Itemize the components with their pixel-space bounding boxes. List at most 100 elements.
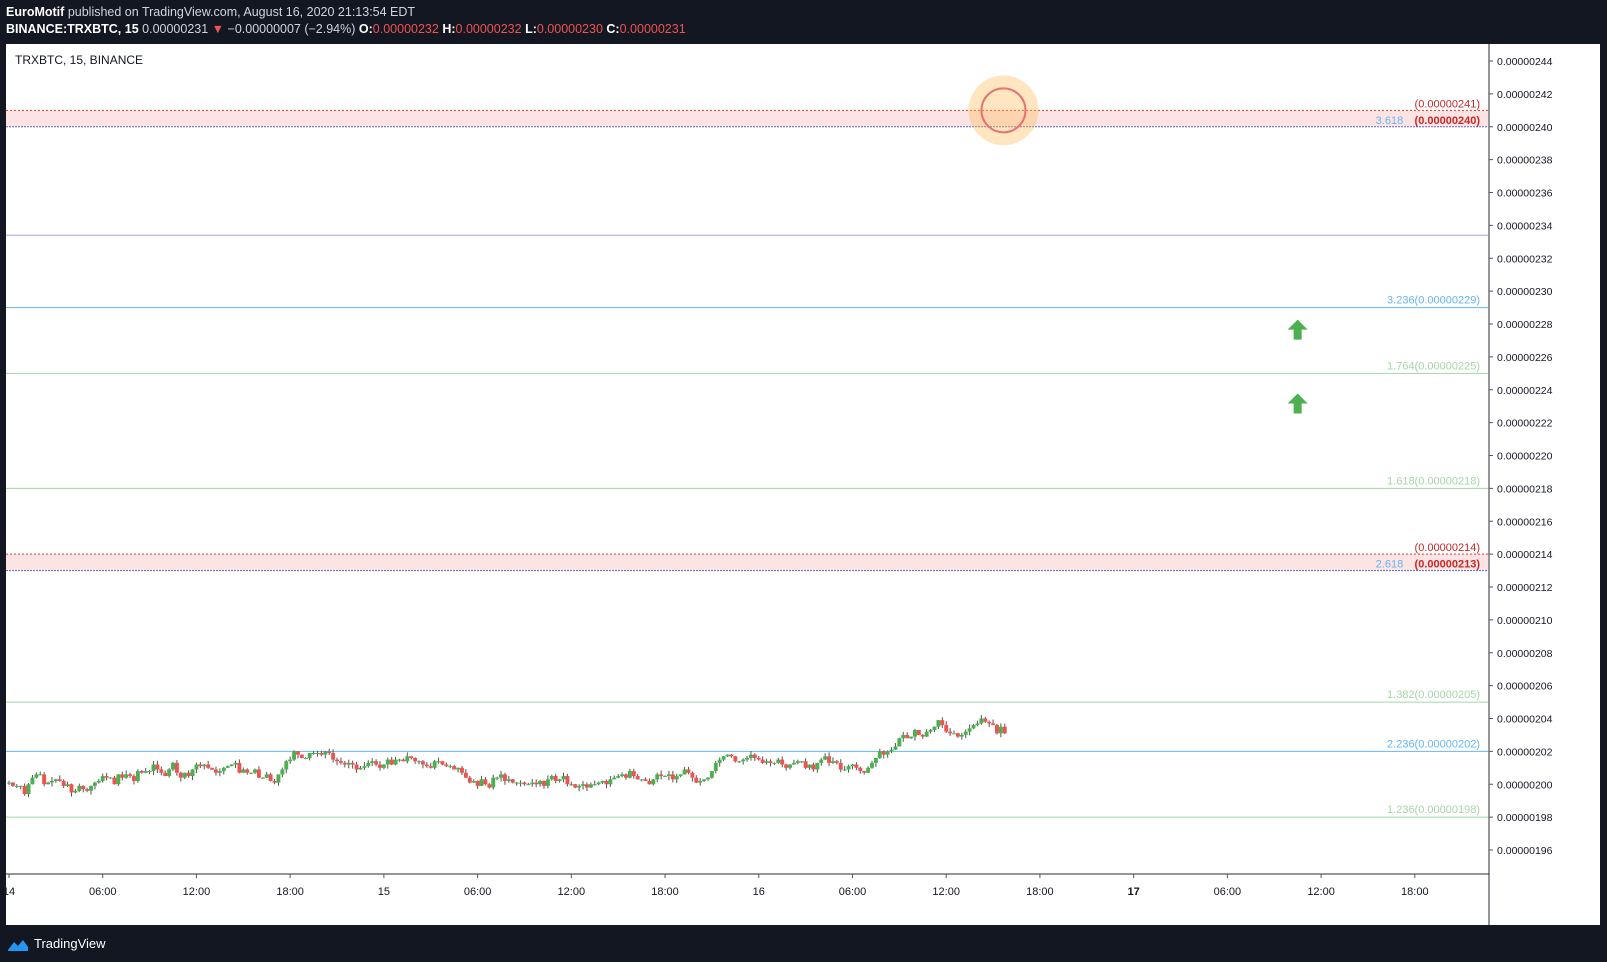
candle-body: [272, 780, 277, 783]
candle-body: [26, 784, 31, 795]
price-tick-label: 0.00000208: [1497, 648, 1553, 660]
candle-body: [682, 769, 687, 775]
candle-body: [362, 766, 367, 768]
candle-body: [952, 733, 956, 735]
candle-body: [592, 784, 597, 786]
candle-body: [374, 761, 379, 765]
candle-body: [866, 767, 871, 773]
candle-body: [46, 782, 50, 785]
zone-top-label-1: (0.00000241): [1415, 98, 1480, 110]
arrow-up-icon: [1287, 319, 1308, 340]
chart-symbol-label: TRXBTC, 15, BINANCE: [15, 53, 144, 67]
time-tick-label: 18:00: [1026, 886, 1054, 898]
price-tick-label: 0.00000214: [1497, 549, 1553, 561]
candle-body: [198, 764, 203, 767]
candle-body: [65, 784, 70, 786]
candle-body: [81, 785, 86, 790]
time-tick-label: 06:00: [839, 886, 867, 898]
candle-body: [893, 746, 898, 750]
candle-body: [963, 731, 968, 735]
candle-body: [850, 764, 855, 767]
candle-body: [401, 759, 406, 762]
tradingview-logo-icon: [8, 940, 28, 951]
candle-body: [163, 772, 168, 777]
candle-body: [678, 774, 683, 777]
candle-body: [471, 780, 476, 783]
publication-line: EuroMotif published on TradingView.com, …: [6, 5, 415, 19]
candle-body: [397, 759, 402, 761]
time-tick-label: 16: [753, 886, 765, 898]
candle-body: [608, 779, 613, 785]
candle-body: [706, 777, 710, 780]
time-tick-label: 12:00: [183, 886, 211, 898]
candle-body: [96, 780, 101, 783]
candle-body: [749, 754, 753, 758]
time-tick-label: 18:00: [1401, 886, 1429, 898]
candle-body: [350, 762, 355, 765]
candle-body: [702, 779, 707, 781]
candle-body: [780, 759, 785, 765]
zone-ratio-label-0: 2.618: [1376, 559, 1404, 571]
price-tick-label: 0.00000244: [1497, 56, 1553, 68]
candle-body: [760, 759, 765, 763]
candle-body: [639, 779, 644, 781]
candle-body: [124, 774, 129, 778]
candle-body: [315, 753, 320, 755]
candle-body: [311, 753, 316, 755]
price-tick-label: 0.00000234: [1497, 220, 1553, 232]
candle-body: [378, 764, 382, 768]
candle-body: [764, 761, 769, 763]
candle-body: [823, 756, 828, 760]
candle-body: [948, 731, 953, 734]
price-tick-label: 0.00000198: [1497, 812, 1553, 824]
candle-body: [61, 780, 66, 786]
candle-body: [50, 780, 54, 783]
candle-body: [502, 774, 507, 781]
candle-body: [538, 780, 543, 785]
candle-body: [38, 774, 43, 776]
candle-body: [858, 767, 863, 772]
candle-body: [186, 772, 191, 777]
candle-body: [182, 772, 187, 778]
price-tick-label: 0.00000224: [1497, 385, 1553, 397]
candle-body: [116, 774, 121, 785]
candle-body: [155, 764, 160, 770]
candle-body: [323, 751, 328, 755]
candle-body: [233, 762, 238, 765]
zone-top-label-0: (0.00000214): [1415, 542, 1480, 554]
candle-body: [612, 777, 617, 780]
candle-body: [358, 767, 363, 770]
author-name[interactable]: EuroMotif: [6, 5, 65, 19]
candle-body: [561, 776, 566, 780]
candle-body: [167, 769, 172, 777]
candle-body: [834, 761, 839, 763]
chart-area[interactable]: (0.00000214) (0.00000213) 2.618 (0.00000241…: [6, 44, 1600, 925]
down-arrow-icon: ▼: [211, 22, 225, 36]
time-tick-label: 18:00: [651, 886, 679, 898]
price-tick-label: 0.00000202: [1497, 746, 1553, 758]
candle-body: [928, 730, 933, 732]
fib-label-3: 1.618(0.00000218): [1387, 475, 1480, 487]
candle-body: [936, 720, 941, 727]
candle-body: [120, 774, 125, 778]
candle-body: [905, 734, 910, 739]
candle-body: [194, 764, 199, 770]
candle-body: [460, 767, 464, 773]
price-chart[interactable]: (0.00000214) (0.00000213) 2.618 (0.00000241…: [6, 44, 1600, 925]
price-tick-label: 0.00000218: [1497, 483, 1553, 495]
candle-body: [815, 762, 820, 770]
time-tick-label: 17: [1128, 886, 1140, 898]
candle-body: [491, 777, 496, 788]
tradingview-brand[interactable]: TradingView: [34, 936, 106, 951]
price-tick-label: 0.00000212: [1497, 582, 1553, 594]
candle-body: [249, 772, 254, 774]
candle-body: [588, 784, 593, 788]
close-value: 0.00000231: [619, 22, 686, 36]
candle-body: [171, 762, 175, 770]
candle-body: [881, 751, 886, 755]
candle-body: [288, 759, 293, 762]
candle-body: [456, 767, 461, 770]
candle-body: [346, 762, 351, 765]
price-tick-label: 0.00000226: [1497, 352, 1553, 364]
price-tick-label: 0.00000204: [1497, 714, 1553, 726]
